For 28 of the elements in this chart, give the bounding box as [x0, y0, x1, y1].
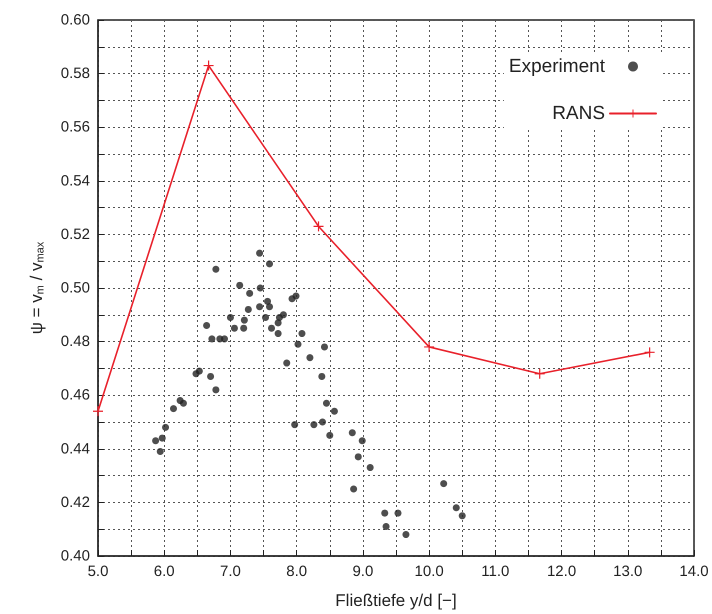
x-tick-label: 12.0: [546, 563, 576, 580]
x-tick-label: 5.0: [88, 563, 108, 580]
y-tick-label: 0.48: [60, 333, 90, 350]
y-tick-label: 0.56: [60, 118, 90, 136]
x-tick-label: 7.0: [220, 563, 241, 580]
y-tick-label: 0.54: [60, 172, 90, 190]
point: [93, 406, 103, 416]
point: [534, 368, 545, 379]
y-tick-label: 0.46: [60, 386, 90, 404]
x-tick-label: 14.0: [679, 563, 709, 580]
y-tick-label: 0.60: [60, 12, 90, 28]
x-tick-label: 6.0: [154, 563, 175, 580]
y-tick-label: 0.42: [60, 494, 90, 511]
x-tick-label: 11.0: [481, 563, 510, 580]
x-axis-title: Fließtiefe y/d [−]: [335, 591, 457, 610]
y-axis-title: ψ = vm / vmax: [27, 241, 46, 334]
y-tick-label: 0.44: [60, 440, 90, 458]
y-tick-label: 0.40: [60, 548, 90, 564]
y-tick-label: 0.58: [60, 65, 90, 82]
x-tick-label: 8.0: [286, 563, 308, 580]
x-tick-label: 10.0: [414, 563, 444, 580]
point: [644, 347, 655, 358]
x-tick-label: 9.0: [352, 563, 374, 580]
legend-label: RANS: [552, 103, 605, 124]
x-tick-label: 13.0: [613, 563, 642, 580]
y-tick-label: 0.50: [60, 280, 90, 296]
y-tick-label: 0.52: [60, 226, 90, 243]
legend-label: Experiment: [508, 56, 606, 77]
